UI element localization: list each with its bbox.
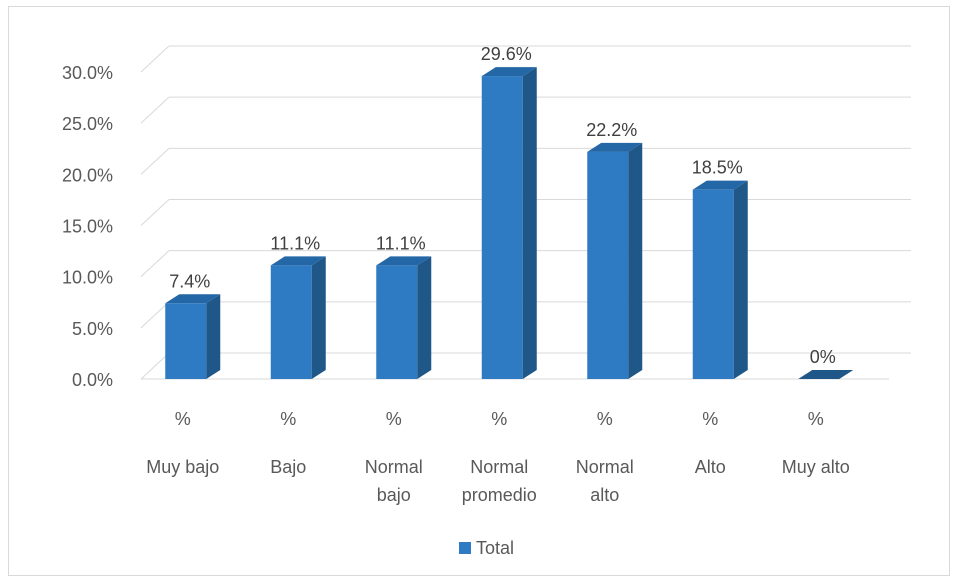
category-percent-label: % [280,409,296,429]
category-label: alto [590,485,619,505]
data-label: 18.5% [692,158,743,178]
category-label: promedio [462,485,537,505]
data-labels: 7.4% 11.1% 11.1% 29.6% 22.2% 18.5% 0% [169,44,836,367]
category-label: Normal [365,457,423,477]
bar [587,142,643,379]
bar [481,67,537,380]
category-label: Bajo [270,457,306,477]
gridline-depth [140,352,170,380]
bar-front [165,303,207,379]
y-tick-label: 15.0% [62,217,113,237]
bar [376,256,432,379]
gridline-depth [140,45,170,73]
gridline-depth [140,199,170,226]
bar [270,256,326,379]
data-label: 7.4% [169,271,210,291]
bar-side [733,180,748,379]
bar [798,370,854,379]
bar-side [417,256,432,379]
bar-top [798,370,854,379]
x-axis-categories: % Muy bajo% Bajo% Normal bajo% Normal promedio… [146,409,850,505]
legend-label-total: Total [476,538,514,558]
gridline-depth [140,250,170,278]
category-label: Normal [470,457,528,477]
bar-chart: 0.0% 5.0% 10.0% 15.0% 20.0% 25.0% 30.0% 7.4% 11… [62,44,911,558]
bar [692,180,748,379]
data-label: 0% [810,347,836,367]
legend: Total [459,538,514,558]
data-label: 11.1% [376,233,426,253]
category-percent-label: % [808,409,824,429]
gridline-depth [140,147,170,175]
data-label: 11.1% [270,233,320,253]
y-tick-label: 25.0% [62,114,113,134]
y-tick-label: 5.0% [72,319,113,339]
category-label: Normal [576,457,634,477]
gridline-depth [140,301,170,329]
bar-side [628,142,643,379]
bar-front [270,265,312,379]
y-tick-label: 30.0% [62,63,113,83]
bar-front [376,265,418,379]
bar-top [692,180,748,190]
y-axis-ticks: 0.0% 5.0% 10.0% 15.0% 20.0% 25.0% 30.0% [62,63,113,390]
data-label: 22.2% [586,120,637,140]
legend-swatch-total [459,542,471,554]
category-label: Muy alto [782,457,850,477]
bar-top [270,256,326,266]
category-label: Alto [695,457,726,477]
y-tick-label: 0.0% [72,370,113,390]
category-label: Muy bajo [146,457,219,477]
bar-side [522,67,537,380]
category-percent-label: % [597,409,613,429]
data-label: 29.6% [481,44,532,64]
bar-top [165,294,221,304]
bar-top [376,256,432,266]
category-percent-label: % [175,409,191,429]
chart-frame: 0.0% 5.0% 10.0% 15.0% 20.0% 25.0% 30.0% 7.4% 11… [8,6,950,576]
bar [165,294,221,379]
y-tick-label: 20.0% [62,165,113,185]
gridline-depth [140,96,170,124]
y-tick-label: 10.0% [62,268,113,288]
bar-front [481,76,523,380]
category-percent-label: % [702,409,718,429]
bar-side [311,256,326,379]
bar-front [692,189,734,379]
bar-front [587,151,629,379]
bar-top [481,67,537,77]
category-label: bajo [377,485,411,505]
bars [165,67,854,380]
bar-top [587,142,643,152]
category-percent-label: % [491,409,507,429]
bar-side [206,294,221,379]
category-percent-label: % [386,409,402,429]
